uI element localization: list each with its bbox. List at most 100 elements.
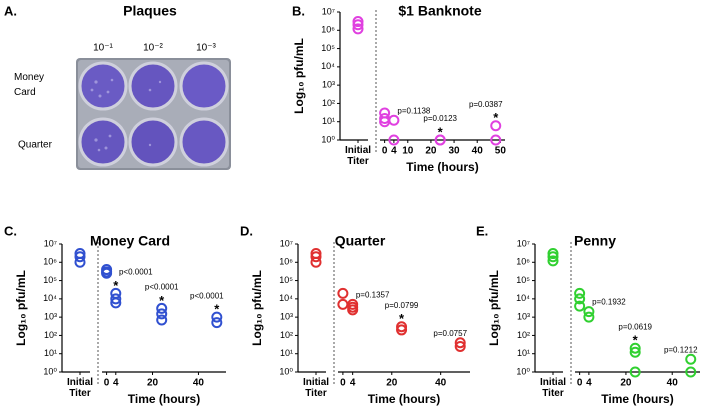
panel-letter: B. [292, 3, 305, 18]
y-tick-label: 10⁵ [279, 275, 293, 285]
point [574, 300, 586, 312]
x-axis-title: Time (hours) [601, 392, 673, 406]
y-tick-label: 10⁷ [322, 6, 335, 16]
x-tick-label: 20 [386, 378, 398, 389]
point [110, 293, 122, 305]
category-label: Initial Titer [344, 145, 372, 167]
x-tick-label: 50 [495, 146, 507, 157]
chart-title: Quarter [335, 233, 386, 249]
annotation: p=0.0123 [423, 114, 457, 123]
annotation: p=0.1138 [397, 106, 431, 115]
point [310, 251, 322, 263]
y-tick-label: 10⁴ [516, 293, 530, 303]
annotation: p=0.0619 [618, 322, 652, 331]
x-axis-title: Time (hours) [368, 392, 440, 406]
category-label-box: Initial Titer [303, 377, 329, 399]
annotation: * [493, 110, 499, 125]
row-label-box: Money Card [14, 72, 45, 98]
y-tick-label: 10³ [322, 80, 335, 90]
point [574, 293, 586, 305]
y-axis-title: Log₁₀ pfu/mL [250, 270, 264, 346]
point [574, 287, 586, 299]
y-tick-label: 10⁷ [517, 238, 530, 248]
point [388, 114, 400, 126]
panel-letter: C. [4, 223, 17, 238]
panel-letter: E. [476, 223, 488, 238]
x-tick-label: 4 [113, 378, 119, 389]
annotation: * [633, 333, 639, 348]
x-tick-label: 0 [577, 378, 583, 389]
y-axis-title: Log₁₀ pfu/mL [487, 270, 501, 346]
chart-title: $1 Banknote [398, 3, 481, 19]
point [396, 321, 408, 333]
annotation: * [438, 124, 444, 139]
point [352, 16, 364, 28]
y-axis-title: Log₁₀ pfu/mL [14, 270, 28, 346]
point [156, 302, 168, 314]
y-tick-label: 10⁷ [44, 238, 57, 248]
point [211, 311, 223, 323]
point [629, 342, 641, 354]
y-tick-label: 10³ [517, 312, 530, 322]
row-label: Money Card [14, 72, 45, 98]
x-tick-label: 20 [147, 378, 159, 389]
row-label: Quarter [18, 140, 53, 151]
point [337, 287, 349, 299]
y-tick-label: 10¹ [322, 116, 335, 126]
point [490, 120, 502, 132]
annotation: p=0.1212 [664, 345, 698, 354]
x-tick-label: 4 [586, 378, 592, 389]
column-label: 10⁻² [143, 43, 163, 54]
y-tick-label: 10³ [44, 312, 57, 322]
y-tick-label: 10¹ [280, 348, 293, 358]
y-tick-label: 10⁵ [321, 43, 335, 53]
point [583, 311, 595, 323]
point [156, 308, 168, 320]
x-tick-label: 20 [620, 378, 632, 389]
x-tick-label: 40 [667, 378, 679, 389]
category-label-box: Initial Titer [540, 377, 566, 399]
y-tick-label: 10⁴ [279, 293, 293, 303]
y-tick-label: 10² [280, 330, 293, 340]
y-tick-label: 10⁴ [43, 293, 57, 303]
category-label-box: Initial Titer [66, 377, 94, 399]
category-label: Initial Titer [66, 377, 94, 399]
point [547, 255, 559, 267]
panel-title: Plaques [123, 3, 177, 19]
y-tick-label: 10⁷ [280, 238, 293, 248]
point [101, 267, 113, 279]
annotation: * [214, 302, 220, 317]
annotation: p=0.1932 [592, 298, 626, 307]
y-tick-label: 10⁶ [43, 257, 57, 267]
category-label-box: Initial Titer [344, 145, 372, 167]
y-tick-label: 10⁰ [43, 366, 57, 376]
point [156, 314, 168, 326]
y-tick-label: 10¹ [517, 348, 530, 358]
annotation: p=0.0757 [433, 329, 467, 338]
y-tick-label: 10⁰ [321, 134, 335, 144]
point [490, 134, 502, 146]
annotation: p<0.0001 [190, 291, 224, 300]
annotation: p=0.1357 [356, 290, 390, 299]
x-tick-label: 40 [435, 378, 447, 389]
point [629, 346, 641, 358]
point [629, 366, 641, 378]
y-tick-label: 10⁶ [516, 257, 530, 267]
x-tick-label: 0 [104, 378, 110, 389]
point [547, 248, 559, 260]
annotation: p<0.0001 [119, 267, 153, 276]
y-tick-label: 10⁶ [279, 257, 293, 267]
x-axis-title: Time (hours) [406, 160, 478, 174]
point [396, 324, 408, 336]
y-tick-label: 10³ [280, 312, 293, 322]
point [310, 256, 322, 268]
x-tick-label: 40 [472, 146, 484, 157]
x-tick-label: 30 [449, 146, 461, 157]
y-tick-label: 10⁶ [321, 25, 335, 35]
y-tick-label: 10⁵ [43, 275, 57, 285]
point [211, 317, 223, 329]
panel-letter: D. [240, 223, 253, 238]
point [352, 19, 364, 31]
point [547, 251, 559, 263]
